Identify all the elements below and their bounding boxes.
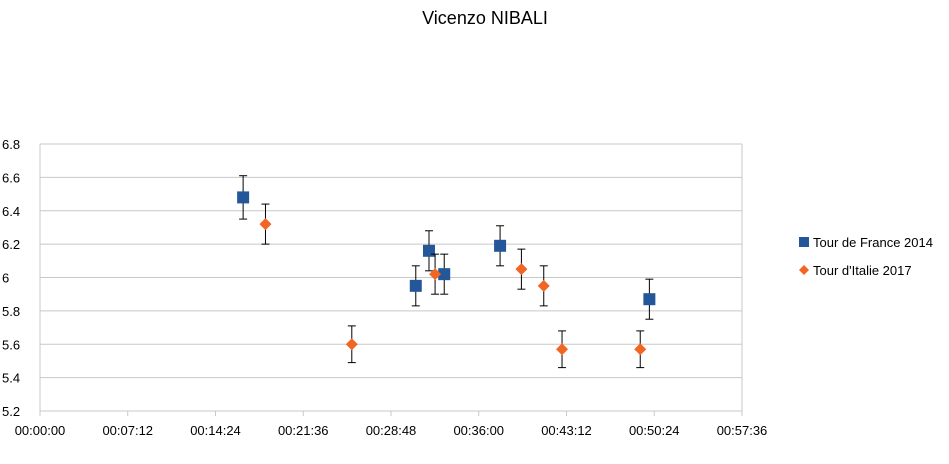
legend-entry: Tour d'Italie 2017 [799,263,912,278]
y-tick-label: 6.8 [2,137,20,152]
y-tick-label: 5.2 [2,404,20,419]
y-tick-label: 5.6 [2,337,20,352]
y-axis-ticks: 5.2 5.4 5.6 5.8 6 6.2 6.4 6.6 6.8 [2,137,20,419]
diamond-marker [429,268,442,281]
data-point [515,248,528,290]
data-point [409,265,422,307]
square-marker [422,244,435,257]
legend-label: Tour de France 2014 [813,235,933,250]
diamond-marker [634,343,647,356]
legend-entry: Tour de France 2014 [799,235,933,250]
diamond-marker [556,343,569,356]
data-point [422,230,435,272]
x-tick-label: 00:43:12 [541,423,592,438]
x-tick-label: 00:50:24 [629,423,680,438]
data-point [237,175,250,220]
data-point [643,278,656,320]
chart-title: Vicenzo NIBALI [422,8,548,28]
x-tick-label: 00:00:00 [15,423,66,438]
x-axis-ticks: 00:00:00 00:07:12 00:14:24 00:21:36 00:28:48… [15,411,768,438]
data-point [259,203,272,245]
legend-square-marker [799,237,809,247]
data-point [345,325,358,364]
square-marker [438,268,451,281]
x-tick-label: 00:57:36 [717,423,768,438]
diamond-marker [537,279,550,292]
data-marks [237,175,656,369]
data-point [429,253,442,295]
y-tick-label: 5.4 [2,371,20,386]
data-point [556,330,569,369]
data-point [634,330,647,369]
legend-label: Tour d'Italie 2017 [813,263,912,278]
x-tick-label: 00:28:48 [366,423,417,438]
data-point [494,225,507,267]
diamond-marker [515,263,528,276]
y-tick-label: 6.2 [2,237,20,252]
grid-lines [40,143,742,412]
data-point [438,253,451,295]
x-tick-label: 00:14:24 [190,423,241,438]
data-point [537,265,550,307]
y-tick-label: 6.4 [2,204,20,219]
x-tick-label: 00:36:00 [453,423,504,438]
legend: Tour de France 2014 Tour d'Italie 2017 [799,235,933,278]
x-tick-label: 00:07:12 [102,423,153,438]
diamond-marker [259,218,272,231]
square-marker [237,191,250,204]
diamond-marker [345,338,358,351]
square-marker [409,279,422,292]
square-marker [643,293,656,306]
square-marker [494,239,507,252]
legend-diamond-marker [799,265,809,275]
y-tick-label: 6.6 [2,170,20,185]
y-tick-label: 6 [2,271,9,286]
y-tick-label: 5.8 [2,304,20,319]
x-tick-label: 00:21:36 [278,423,329,438]
